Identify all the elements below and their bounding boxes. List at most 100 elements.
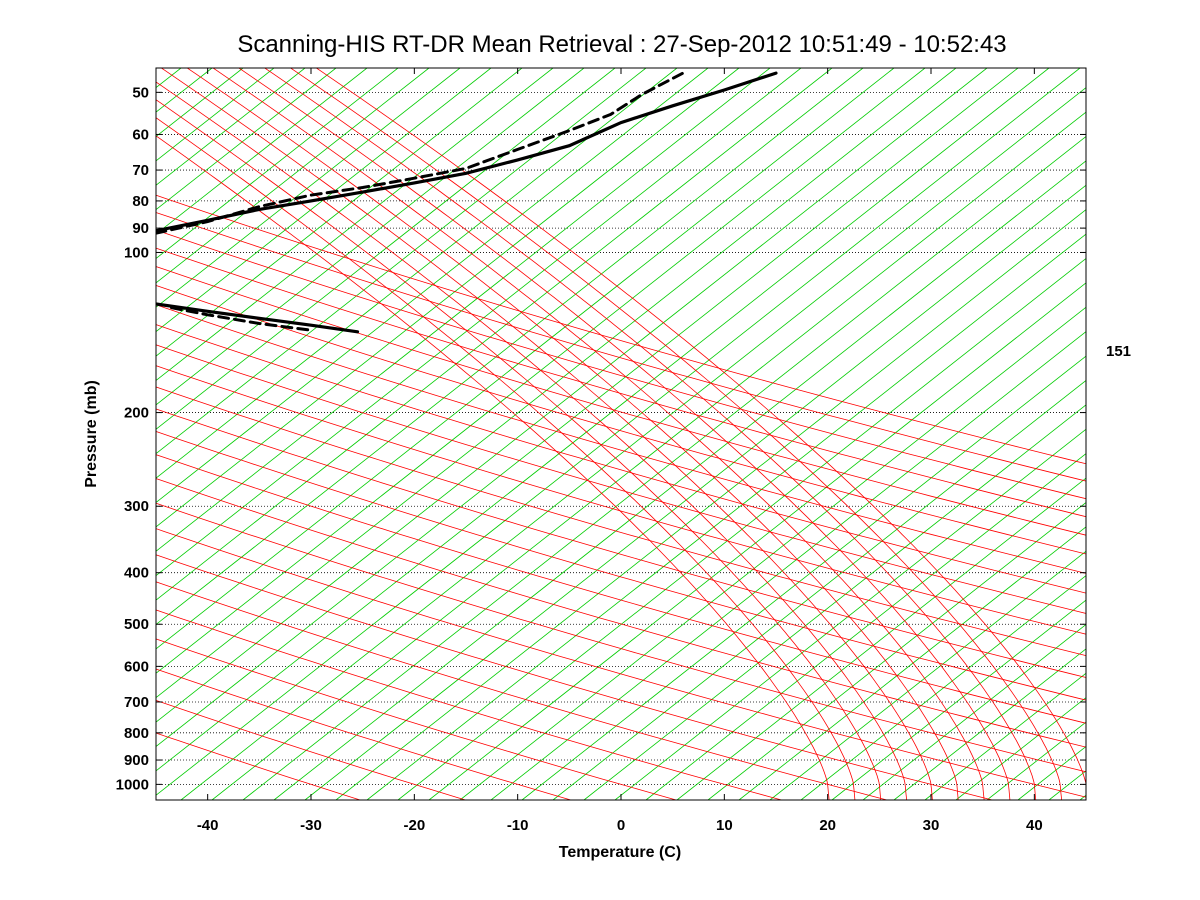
dry-adiabat-line: [156, 212, 1086, 482]
x-tick-label: -30: [300, 817, 322, 834]
plot-frame: [155, 67, 1087, 801]
y-tick-label: 600: [124, 658, 149, 675]
y-tick-label: 700: [124, 694, 149, 711]
mixing-ratio-line: [156, 68, 213, 113]
mixing-ratio-line: [156, 68, 616, 430]
mixing-ratio-line: [156, 68, 988, 723]
x-tick-label: 30: [923, 817, 940, 834]
dry-adiabat-line: [156, 609, 782, 800]
dry-adiabat-line: [156, 502, 1086, 773]
dry-adiabat-line: [156, 581, 888, 800]
mixing-ratio-line: [0, 68, 150, 800]
thermodynamic-background: [0, 68, 1086, 800]
mixing-ratio-line: [156, 68, 771, 552]
retrieval-profiles: [156, 71, 778, 334]
mixing-ratio-line: [156, 68, 1019, 747]
mixing-ratio-line: [428, 282, 1086, 800]
y-tick-label: 100: [124, 244, 149, 261]
x-tick-label: 20: [819, 817, 836, 834]
dry-adiabat-line: [156, 117, 856, 800]
dry-adiabat-line: [156, 81, 907, 800]
dry-adiabat-line: [156, 285, 1086, 555]
y-tick-label: 800: [124, 725, 149, 742]
x-tick-label: 40: [1026, 817, 1043, 834]
x-tick-label: -40: [197, 817, 219, 834]
y-tick-label: 90: [132, 220, 149, 237]
x-tick-label: 0: [617, 817, 625, 834]
dry-adiabat-line: [187, 68, 959, 800]
mixing-ratio-line: [156, 68, 647, 455]
solid-profile-line: [156, 302, 360, 334]
dry-adiabat-line: [156, 365, 1086, 635]
y-tick-label: 200: [124, 405, 149, 422]
mixing-ratio-line: [156, 68, 585, 406]
mixing-ratio-line: [180, 87, 1086, 800]
x-axis-label: Temperature (C): [559, 844, 681, 861]
mixing-ratio-line: [676, 477, 1086, 800]
mixing-ratio-line: [156, 68, 306, 186]
dashed-profile-line: [156, 71, 685, 235]
mixing-ratio-line: [490, 331, 1086, 800]
y-tick-label: 300: [124, 498, 149, 515]
dry-adiabat-line: [156, 266, 1086, 536]
mixing-ratio-line: [800, 575, 1086, 800]
mixing-ratio-line: [156, 68, 430, 284]
y-tick-label: 900: [124, 752, 149, 769]
mixing-ratio-line: [242, 135, 1086, 800]
mixing-ratio-line: [273, 160, 1086, 800]
mixing-ratio-line: [831, 599, 1086, 800]
pressure-gridlines: [156, 91, 1086, 785]
dry-adiabat-line: [156, 408, 1086, 678]
y-axis-ticks: 50 60 70 80 90 100 200 300 400 500 600 700 800 900 100…: [116, 84, 1086, 793]
dry-adiabat-line: [156, 386, 1086, 657]
mixing-ratio-line: [156, 68, 709, 503]
mixing-ratio-line: [924, 672, 1086, 800]
dry-adiabat-line: [156, 554, 993, 800]
dry-adiabat-line: [156, 431, 1086, 701]
dry-adiabat-line: [290, 68, 1062, 800]
mixing-ratio-line: [156, 68, 802, 577]
mixing-ratio-line: [156, 68, 833, 601]
mixing-ratio-line: [645, 453, 1086, 800]
mixing-ratio-line: [156, 68, 461, 308]
mixing-ratio-line: [1048, 770, 1086, 800]
dry-adiabat-line: [238, 68, 1011, 800]
mixing-ratio-line: [156, 68, 1050, 772]
mixing-ratio-line: [156, 68, 895, 650]
solid-profile-line: [156, 71, 778, 233]
x-axis-ticks: -40 -30 -20 -10 0 10 20 30 40: [197, 68, 1043, 834]
dry-adiabat-line: [156, 344, 1086, 614]
dry-adiabat-line: [156, 229, 1086, 500]
y-tick-label: 400: [124, 565, 149, 582]
dry-adiabat-line: [264, 68, 1037, 800]
mixing-ratio-line: [893, 648, 1086, 800]
mixing-ratio-line: [211, 111, 1086, 800]
dry-adiabat-line: [156, 99, 882, 800]
dry-adiabat-line: [212, 68, 985, 800]
side-annotation: 151: [1106, 343, 1131, 360]
y-tick-label: 70: [132, 162, 149, 179]
dry-adiabat-line: [316, 68, 1086, 789]
mixing-ratio-line: [397, 257, 1086, 800]
chart-title: Scanning-HIS RT-DR Mean Retrieval : 27-S…: [237, 31, 1006, 58]
mixing-ratio-line: [156, 68, 399, 259]
y-tick-label: 1000: [116, 776, 149, 793]
y-axis-label: Pressure (mb): [83, 380, 100, 488]
y-tick-label: 50: [132, 84, 149, 101]
x-tick-label: -20: [403, 817, 425, 834]
dashed-profile-line: [170, 306, 313, 332]
mixing-ratio-line: [156, 68, 678, 479]
dry-adiabat-line: [156, 478, 1086, 748]
mixing-ratio-line: [583, 404, 1086, 800]
mixing-ratio-line: [707, 501, 1086, 800]
mixing-ratio-line: [335, 209, 1086, 800]
dry-adiabat-line: [156, 668, 571, 800]
dry-adiabat-line: [156, 194, 1086, 465]
mixing-ratio-line: [156, 68, 864, 625]
mixing-ratio-line: [552, 379, 1086, 800]
mixing-ratio-line: [366, 233, 1086, 800]
dry-adiabat-line: [156, 135, 830, 800]
mixing-ratio-line: [156, 68, 368, 235]
mixing-ratio-line: [156, 68, 740, 528]
